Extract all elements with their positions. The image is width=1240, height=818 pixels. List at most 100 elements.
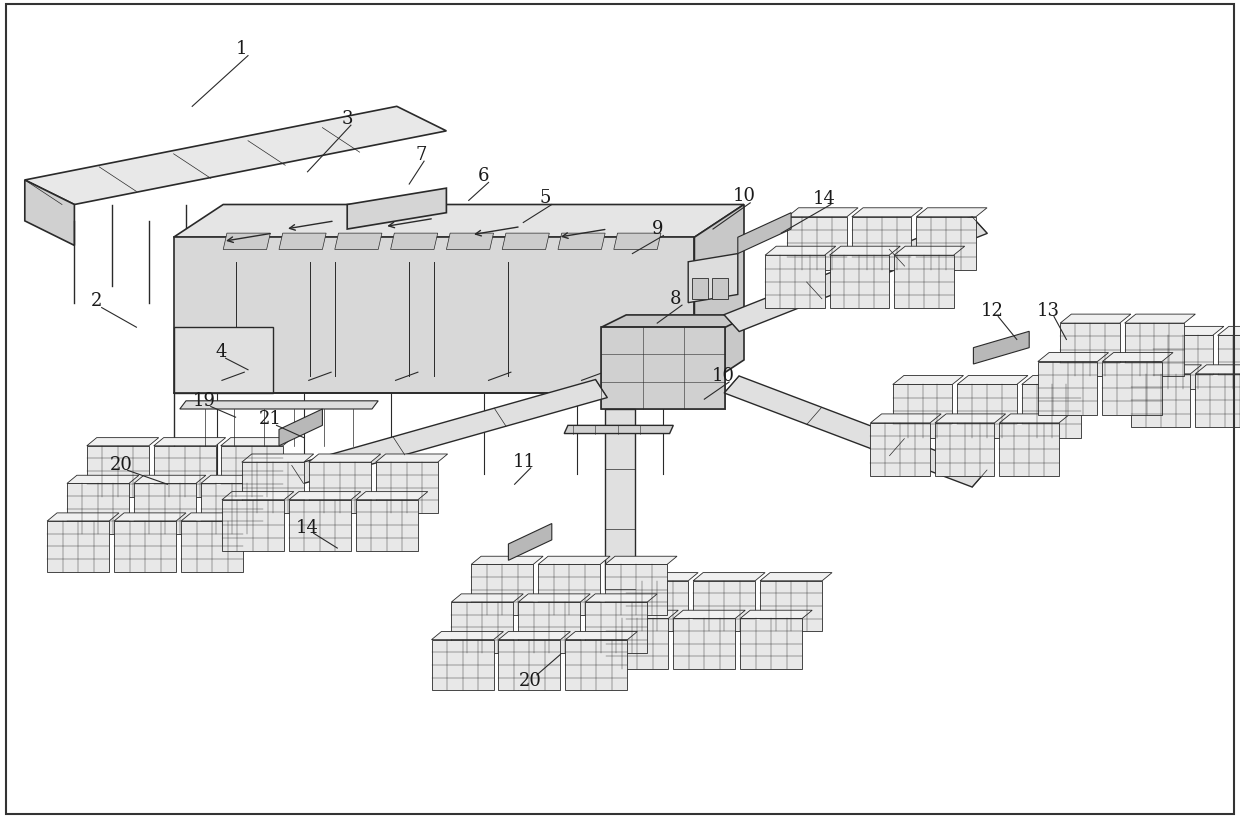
Polygon shape bbox=[765, 255, 825, 308]
Text: 1: 1 bbox=[236, 40, 248, 58]
Polygon shape bbox=[870, 423, 930, 476]
Polygon shape bbox=[1022, 375, 1092, 384]
Polygon shape bbox=[738, 213, 791, 254]
Text: 10: 10 bbox=[712, 367, 734, 385]
Polygon shape bbox=[242, 462, 304, 513]
Bar bbox=[692, 278, 708, 299]
Polygon shape bbox=[605, 556, 677, 564]
Polygon shape bbox=[830, 246, 900, 255]
Polygon shape bbox=[356, 500, 418, 551]
Polygon shape bbox=[538, 564, 600, 615]
Text: 6: 6 bbox=[477, 167, 490, 185]
Polygon shape bbox=[222, 492, 294, 500]
Polygon shape bbox=[852, 217, 911, 270]
Text: 11: 11 bbox=[513, 453, 536, 471]
Text: 20: 20 bbox=[110, 456, 133, 474]
Polygon shape bbox=[221, 438, 293, 446]
Polygon shape bbox=[508, 524, 552, 560]
Polygon shape bbox=[693, 581, 755, 631]
Polygon shape bbox=[114, 513, 186, 521]
Polygon shape bbox=[688, 254, 738, 303]
Polygon shape bbox=[174, 237, 694, 393]
Polygon shape bbox=[25, 106, 446, 204]
Polygon shape bbox=[47, 521, 109, 572]
Polygon shape bbox=[893, 375, 963, 384]
Text: 13: 13 bbox=[1037, 302, 1059, 320]
Text: 19: 19 bbox=[193, 392, 216, 410]
Polygon shape bbox=[693, 573, 765, 581]
Polygon shape bbox=[222, 500, 284, 551]
Polygon shape bbox=[894, 255, 954, 308]
Polygon shape bbox=[432, 631, 503, 640]
Polygon shape bbox=[760, 581, 822, 631]
Polygon shape bbox=[565, 631, 637, 640]
Polygon shape bbox=[999, 423, 1059, 476]
Polygon shape bbox=[347, 188, 446, 229]
Polygon shape bbox=[724, 376, 987, 487]
Polygon shape bbox=[558, 233, 605, 249]
Polygon shape bbox=[134, 475, 206, 483]
Polygon shape bbox=[1102, 353, 1173, 362]
Polygon shape bbox=[223, 233, 270, 249]
Text: 3: 3 bbox=[341, 110, 353, 128]
Polygon shape bbox=[1195, 374, 1240, 427]
Polygon shape bbox=[916, 208, 987, 217]
Polygon shape bbox=[538, 556, 610, 564]
Polygon shape bbox=[289, 500, 351, 551]
Polygon shape bbox=[134, 483, 196, 534]
Polygon shape bbox=[446, 233, 494, 249]
Polygon shape bbox=[518, 602, 580, 653]
Polygon shape bbox=[47, 513, 119, 521]
Polygon shape bbox=[916, 217, 976, 270]
Polygon shape bbox=[471, 564, 533, 615]
Polygon shape bbox=[601, 315, 750, 327]
Polygon shape bbox=[432, 640, 494, 690]
Text: 5: 5 bbox=[539, 189, 552, 207]
Text: 14: 14 bbox=[296, 519, 319, 537]
Polygon shape bbox=[585, 602, 647, 653]
Polygon shape bbox=[376, 454, 448, 462]
Polygon shape bbox=[999, 414, 1070, 423]
Polygon shape bbox=[852, 208, 923, 217]
Polygon shape bbox=[957, 375, 1028, 384]
Polygon shape bbox=[935, 423, 994, 476]
Polygon shape bbox=[201, 483, 263, 534]
Polygon shape bbox=[1022, 384, 1081, 438]
Bar bbox=[601, 327, 725, 409]
Polygon shape bbox=[694, 204, 744, 393]
Polygon shape bbox=[201, 475, 273, 483]
Polygon shape bbox=[740, 618, 802, 669]
Polygon shape bbox=[894, 246, 965, 255]
Polygon shape bbox=[518, 594, 590, 602]
Text: 12: 12 bbox=[981, 302, 1003, 320]
Polygon shape bbox=[973, 331, 1029, 364]
Polygon shape bbox=[291, 380, 608, 483]
Text: 10: 10 bbox=[733, 187, 755, 205]
Bar bbox=[712, 278, 728, 299]
Polygon shape bbox=[376, 462, 438, 513]
Text: 4: 4 bbox=[215, 343, 227, 361]
Polygon shape bbox=[471, 556, 543, 564]
Polygon shape bbox=[740, 610, 812, 618]
Polygon shape bbox=[67, 483, 129, 534]
Polygon shape bbox=[1060, 314, 1131, 323]
Polygon shape bbox=[1102, 362, 1162, 415]
Polygon shape bbox=[279, 409, 322, 446]
Polygon shape bbox=[181, 513, 253, 521]
Text: 7: 7 bbox=[415, 146, 428, 164]
Polygon shape bbox=[1125, 323, 1184, 376]
Polygon shape bbox=[830, 255, 889, 308]
Polygon shape bbox=[451, 594, 523, 602]
Text: 2: 2 bbox=[91, 292, 103, 310]
Polygon shape bbox=[606, 610, 678, 618]
Polygon shape bbox=[221, 446, 283, 497]
Polygon shape bbox=[605, 409, 635, 589]
Polygon shape bbox=[181, 521, 243, 572]
Polygon shape bbox=[502, 233, 549, 249]
Polygon shape bbox=[25, 180, 74, 245]
Polygon shape bbox=[1195, 365, 1240, 374]
Polygon shape bbox=[174, 204, 744, 237]
Polygon shape bbox=[1038, 353, 1109, 362]
Polygon shape bbox=[614, 233, 661, 249]
Polygon shape bbox=[1153, 335, 1213, 389]
